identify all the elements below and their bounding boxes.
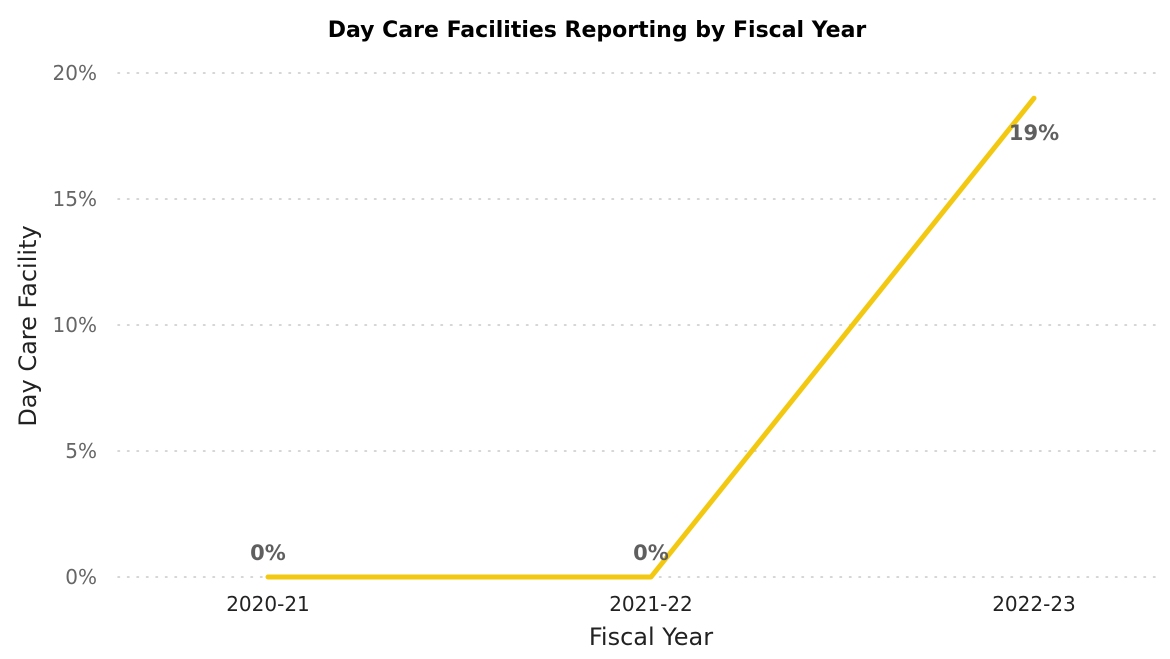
y-axis-ticks: 0% 5% 10% 15% 20% — [53, 61, 97, 589]
data-labels: 0% 0% 19% — [250, 121, 1059, 565]
y-tick-label: 10% — [53, 313, 97, 337]
series-line-0 — [265, 95, 1037, 580]
x-axis-label: Fiscal Year — [589, 623, 713, 651]
y-axis-label: Day Care Facility — [14, 225, 42, 426]
chart-title: Day Care Facilities Reporting by Fiscal … — [328, 18, 867, 43]
y-tick-label: 15% — [53, 187, 97, 211]
grid-lines — [117, 72, 1159, 578]
y-tick-label: 20% — [53, 61, 97, 85]
data-label: 0% — [633, 541, 669, 565]
x-tick-label: 2022-23 — [992, 592, 1076, 616]
x-axis-ticks: 2020-21 2021-22 2022-23 — [226, 592, 1076, 616]
data-label: 0% — [250, 541, 286, 565]
x-tick-label: 2021-22 — [609, 592, 693, 616]
data-label: 19% — [1009, 121, 1059, 145]
y-tick-label: 5% — [65, 439, 97, 463]
series-lines — [265, 95, 1037, 580]
x-tick-label: 2020-21 — [226, 592, 310, 616]
y-tick-label: 0% — [65, 565, 97, 589]
